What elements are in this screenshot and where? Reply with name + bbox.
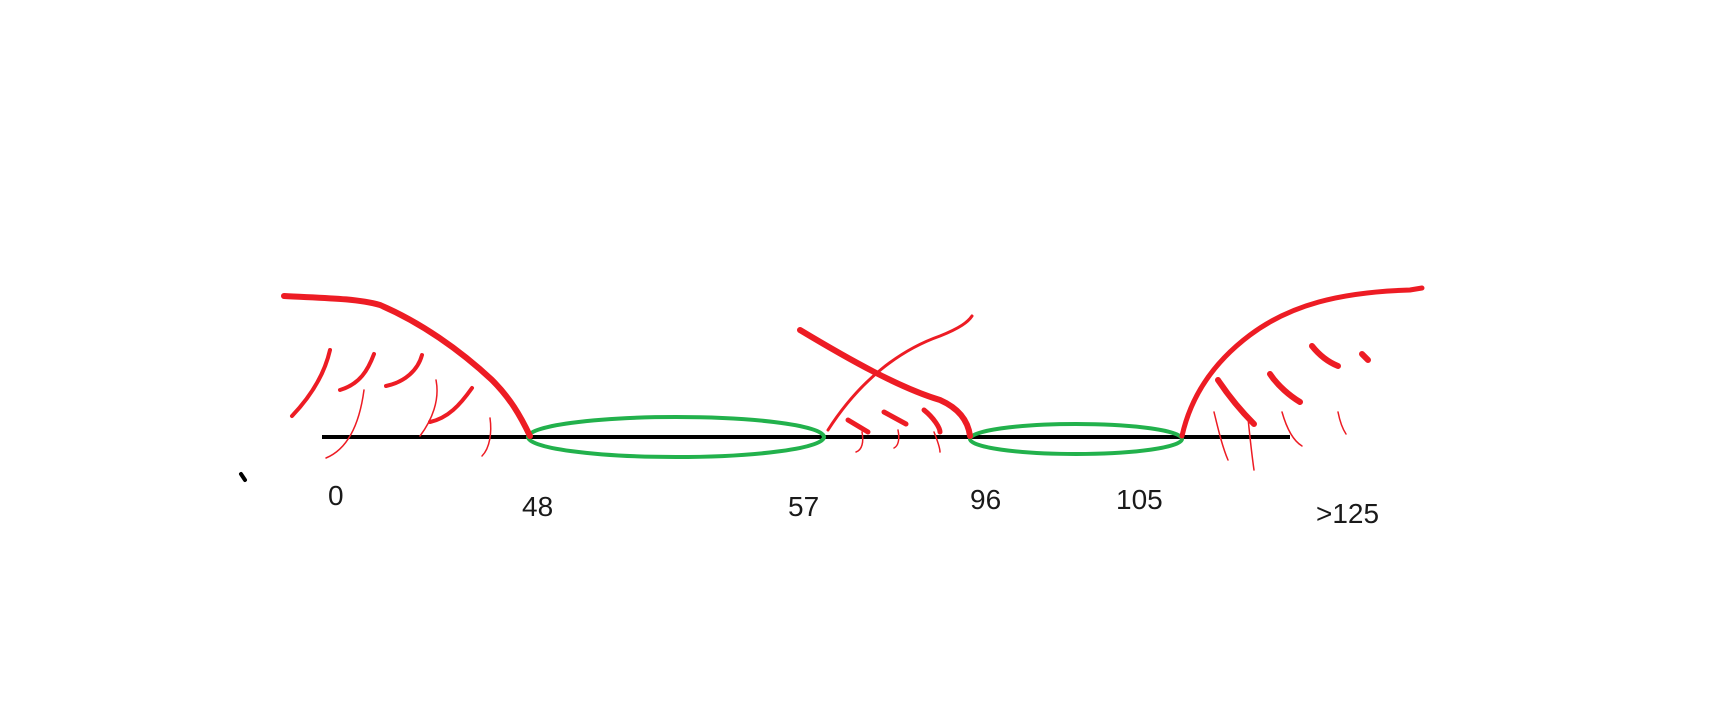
- tick-label-96: 96: [970, 484, 1002, 515]
- hatch-left-1: [290, 348, 332, 418]
- hatch-middle-1: [845, 417, 871, 435]
- hatch-thin-right-1: [1213, 411, 1229, 461]
- exclusion-curve-left: [281, 293, 533, 439]
- hatch-thin-middle-3: [933, 431, 941, 453]
- exclusion-curve-middle-up: [826, 314, 974, 432]
- tick-label-105: 105: [1116, 484, 1163, 515]
- hatch-middle-2: [881, 409, 909, 427]
- exclusion-curve-right: [1179, 285, 1425, 439]
- tick-label-greater-than-125: >125: [1316, 498, 1380, 529]
- hatch-right-1: [1215, 377, 1257, 427]
- tick-label-57: 57: [788, 491, 820, 522]
- hatch-middle-3: [921, 407, 943, 435]
- hatch-right-4: [1359, 351, 1371, 363]
- hatch-thin-left-2: [419, 379, 438, 437]
- hatch-thin-right-3: [1281, 411, 1303, 447]
- excluded-region-middle: [797, 314, 974, 453]
- hatch-left-2: [338, 352, 376, 392]
- hatch-thin-left-1: [325, 389, 365, 459]
- hatch-left-4: [428, 386, 474, 424]
- tick-label-48: 48: [522, 491, 554, 522]
- tick-label-0: 0: [328, 480, 344, 511]
- excluded-region-right: [1179, 285, 1425, 471]
- excluded-region-left: [281, 293, 533, 459]
- hatch-thin-right-4: [1337, 411, 1347, 435]
- hatch-right-3: [1309, 343, 1341, 369]
- hatch-thin-middle-1: [855, 431, 864, 453]
- hatch-thin-right-2: [1247, 417, 1255, 471]
- kept-region-96-105: [968, 422, 1184, 456]
- exclusion-curve-middle-down: [797, 327, 973, 439]
- hatch-left-3: [384, 353, 424, 388]
- hatch-right-2: [1267, 371, 1303, 405]
- stray-mark: [239, 472, 247, 482]
- hatch-thin-left-3: [481, 417, 492, 457]
- hatch-thin-middle-2: [893, 429, 900, 449]
